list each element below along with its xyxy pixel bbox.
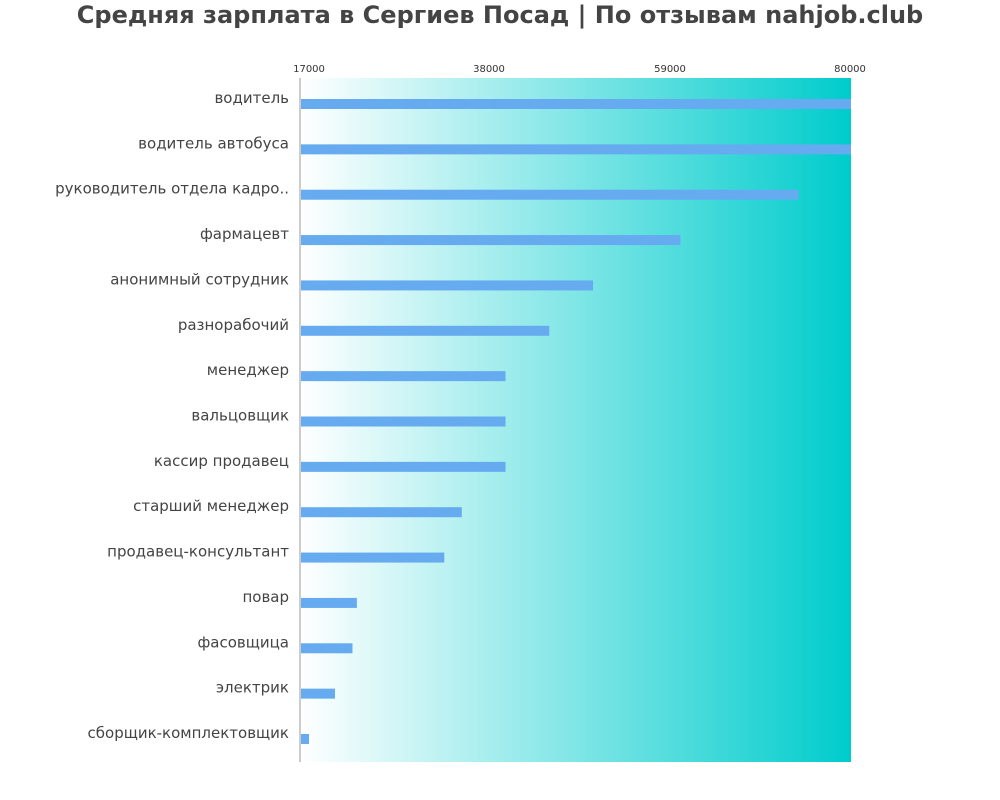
category-label: электрик (216, 679, 289, 697)
category-label: старший менеджер (133, 497, 289, 515)
category-label: водитель автобуса (138, 134, 289, 152)
bar (301, 507, 462, 518)
bar (301, 643, 353, 654)
bar (301, 597, 357, 608)
bar (301, 371, 506, 382)
category-label: менеджер (207, 361, 289, 379)
category-label: руководитель отдела кадро.. (55, 180, 289, 198)
bar (301, 734, 309, 744)
category-labels: водитель водитель автобуса руководитель от… (55, 89, 289, 742)
x-tick-label: 80000 (834, 64, 866, 75)
x-tick-label: 38000 (473, 64, 505, 75)
bar (301, 325, 550, 336)
bars (301, 99, 851, 744)
category-label: сборщик-комплектовщик (88, 724, 289, 742)
bar (301, 99, 851, 109)
category-label: вальцовщик (191, 407, 289, 425)
bar (301, 416, 506, 427)
bar (301, 280, 593, 291)
category-label: кассир продавец (154, 452, 289, 470)
category-label: продавец-консультант (107, 543, 289, 561)
bar (301, 144, 851, 155)
bar (301, 235, 681, 246)
bar (301, 552, 445, 563)
category-label: фасовщица (197, 633, 289, 651)
category-label: разнорабочий (178, 316, 289, 334)
bar (301, 189, 799, 200)
x-tick-label: 59000 (654, 64, 686, 75)
category-label: водитель (214, 89, 289, 107)
bar (301, 688, 335, 699)
x-axis-ticks: 17000 38000 59000 80000 (293, 64, 866, 75)
category-label: анонимный сотрудник (110, 270, 289, 288)
category-label: фармацевт (200, 225, 289, 243)
x-tick-label: 17000 (293, 64, 325, 75)
category-label: повар (242, 588, 289, 606)
bar (301, 461, 506, 472)
chart-title: Средняя зарплата в Сергиев Посад | По от… (76, 1, 924, 29)
